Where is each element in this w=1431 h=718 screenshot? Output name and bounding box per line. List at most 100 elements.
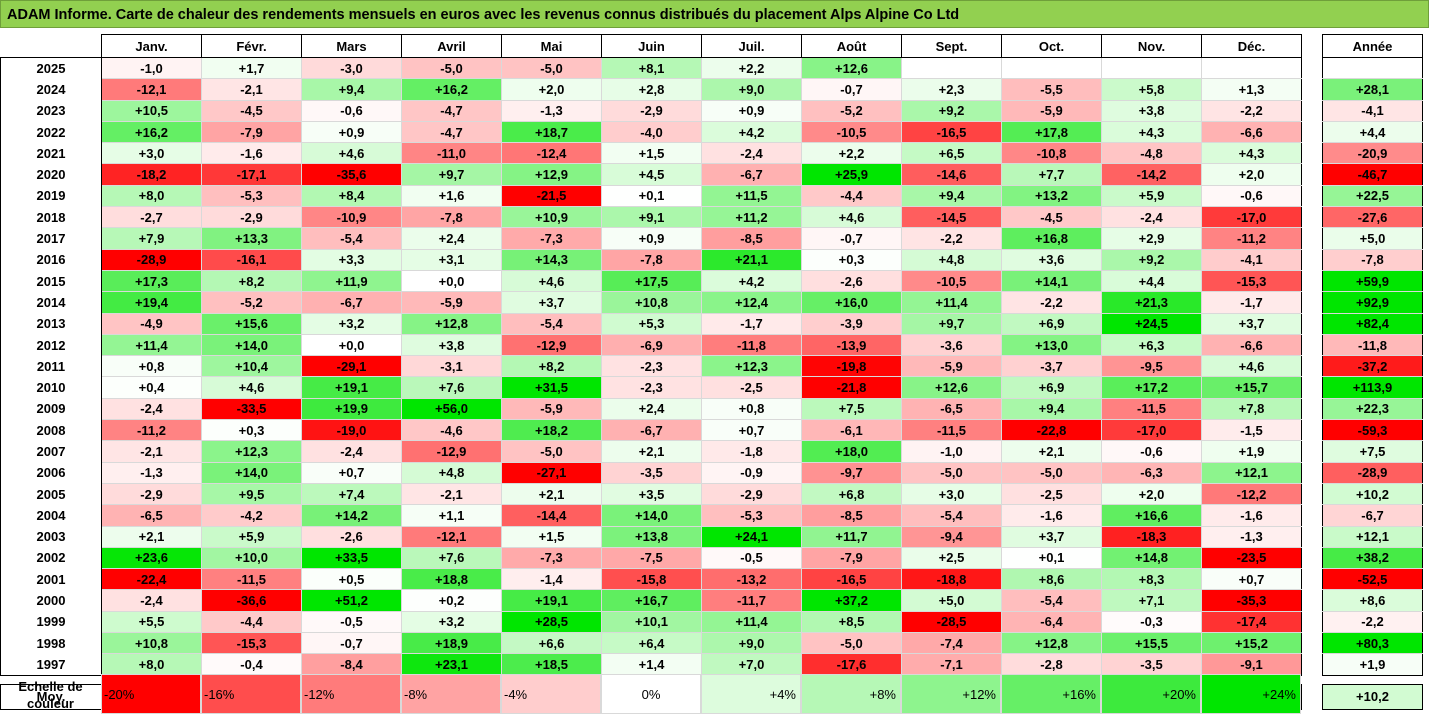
heatmap-cell: +7,0 (701, 653, 802, 676)
color-scale-label: Echelle de couleur (18, 679, 83, 711)
year-label: 2013 (0, 313, 102, 335)
heatmap-cell: +14,0 (201, 333, 302, 357)
heatmap-cell: -5,4 (901, 504, 1002, 527)
year-row: 1999 +5,5 -4,4 -0,5 +3,2 +28,5 +10,1 +11,4 +8,5-… (0, 610, 1423, 634)
heatmap-cell: +12,6 (901, 376, 1002, 399)
heatmap-cell: -2,1 (201, 78, 302, 101)
year-label: 1998 (0, 632, 102, 654)
heatmap-cell: -3,9 (801, 312, 902, 335)
color-scale-swatch: -16% (201, 674, 301, 714)
heatmap-cell: +0,7 (301, 461, 402, 484)
heatmap-cell: +7,8 (1201, 397, 1302, 421)
heatmap-cell: -0,5 (701, 546, 802, 570)
heatmap-cell: +25,9 (801, 163, 902, 186)
heatmap-cell: +9,0 (701, 78, 802, 101)
column-gap (1301, 547, 1323, 569)
column-gap (1301, 163, 1323, 186)
heatmap-cell: +14,1 (1001, 269, 1102, 293)
heatmap-cell: -11,2 (1201, 227, 1302, 250)
column-gap (1301, 185, 1323, 207)
heatmap-cell: -28,9 (101, 248, 202, 271)
heatmap-cell: -11,0 (401, 142, 502, 165)
month-header: Déc. (1201, 34, 1302, 58)
heatmap-cell: -14,5 (901, 206, 1002, 229)
heatmap-cell: +0,9 (601, 227, 702, 250)
heatmap-cell: -1,7 (1201, 291, 1302, 314)
color-scale-swatch: -8% (401, 674, 501, 714)
heatmap-cell: +7,5 (801, 397, 902, 421)
heatmap-cell: +37,2 (801, 589, 902, 612)
heatmap-cell: +24,1 (701, 525, 802, 548)
column-gap (1301, 504, 1323, 527)
column-gap (1301, 419, 1323, 441)
heatmap-cell: -7,8 (401, 206, 502, 229)
heatmap-cell: +5,3 (601, 312, 702, 335)
heatmap-cell: +12,8 (401, 312, 502, 335)
heatmap-cell: -0,3 (1101, 610, 1202, 634)
heatmap-cell: +3,2 (301, 312, 402, 335)
heatmap-cell: -18,8 (901, 568, 1002, 591)
heatmap-cell: -4,7 (401, 99, 502, 122)
month-header: Août (801, 34, 902, 58)
heatmap-cell: +15,5 (1101, 632, 1202, 655)
heatmap-cell: -6,4 (1001, 610, 1102, 634)
page-title: ADAM Informe. Carte de chaleur des rende… (0, 0, 1429, 28)
heatmap-cell: +8,2 (201, 269, 302, 293)
column-gap (1301, 440, 1323, 463)
color-scale-swatch: +8% (801, 674, 901, 714)
heatmap-cell: +28,5 (501, 610, 602, 634)
heatmap-cell: +4,3 (1101, 120, 1202, 144)
heatmap-cell: -13,2 (701, 568, 802, 591)
heatmap-cell: +8,4 (301, 184, 402, 208)
heatmap-cell: -4,5 (1001, 206, 1102, 229)
annual-cell: -2,2 (1322, 610, 1423, 634)
heatmap-cell: +11,5 (701, 184, 802, 208)
year-label: 2024 (0, 78, 102, 101)
heatmap-cell: -4,8 (1101, 142, 1202, 165)
heatmap-cell: +14,8 (1101, 546, 1202, 570)
heatmap-cell: -3,1 (401, 355, 502, 378)
heatmap-cell: +2,8 (601, 78, 702, 101)
column-gap (1301, 57, 1323, 79)
heatmap-cell: -5,0 (1001, 461, 1102, 484)
heatmap-cell: -5,0 (801, 632, 902, 655)
heatmap-cell: -0,9 (701, 461, 802, 484)
heatmap-cell: +7,1 (1101, 589, 1202, 612)
heatmap-cell: +4,6 (201, 376, 302, 399)
heatmap-cell: -10,5 (801, 120, 902, 144)
year-label: 2021 (0, 142, 102, 164)
heatmap-cell: +2,0 (1101, 482, 1202, 506)
year-row: 2012 +11,4 +14,0 +0,0 +3,8 -12,9 -6,9 -11,8 -13,… (0, 333, 1423, 357)
heatmap-cell: -23,5 (1201, 546, 1302, 570)
year-label: 2002 (0, 547, 102, 569)
heatmap-cell: +4,6 (1201, 355, 1302, 378)
heatmap-cell: +4,2 (701, 120, 802, 144)
year-label: 2004 (0, 504, 102, 527)
annual-cell: +4,4 (1322, 120, 1423, 144)
heatmap-cell: -6,7 (701, 163, 802, 186)
heatmap-cell: -14,4 (501, 504, 602, 527)
heatmap-cell: +16,8 (1001, 227, 1102, 250)
heatmap-cell: +4,8 (901, 248, 1002, 271)
year-row: 2015 +17,3 +8,2 +11,9 +0,0 +4,6 +17,5 +4,2 -2,6-… (0, 269, 1423, 293)
column-gap (1301, 334, 1323, 356)
heatmap-cell: +5,0 (901, 589, 1002, 612)
heatmap-cell: -10,5 (901, 269, 1002, 293)
month-header: Oct. (1001, 34, 1102, 58)
heatmap-cell: -1,3 (501, 99, 602, 122)
heatmap-cell: +3,5 (601, 482, 702, 506)
annual-cell: -7,8 (1322, 248, 1423, 271)
column-gap (1301, 313, 1323, 335)
heatmap-cell: +12,8 (1001, 632, 1102, 655)
heatmap-cell: +2,9 (1101, 227, 1202, 250)
heatmap-cell: +12,6 (801, 56, 902, 80)
year-label: 2014 (0, 291, 102, 314)
annual-cell: -46,7 (1322, 163, 1423, 186)
heatmap-cell: +21,3 (1101, 291, 1202, 314)
heatmap-cell: -1,4 (501, 568, 602, 591)
heatmap-cell: +2,2 (801, 142, 902, 165)
heatmap-cell: +4,2 (701, 269, 802, 293)
annual-cell (1322, 56, 1423, 80)
heatmap-cell: -2,2 (1001, 291, 1102, 314)
heatmap-cell: -17,0 (1201, 206, 1302, 229)
